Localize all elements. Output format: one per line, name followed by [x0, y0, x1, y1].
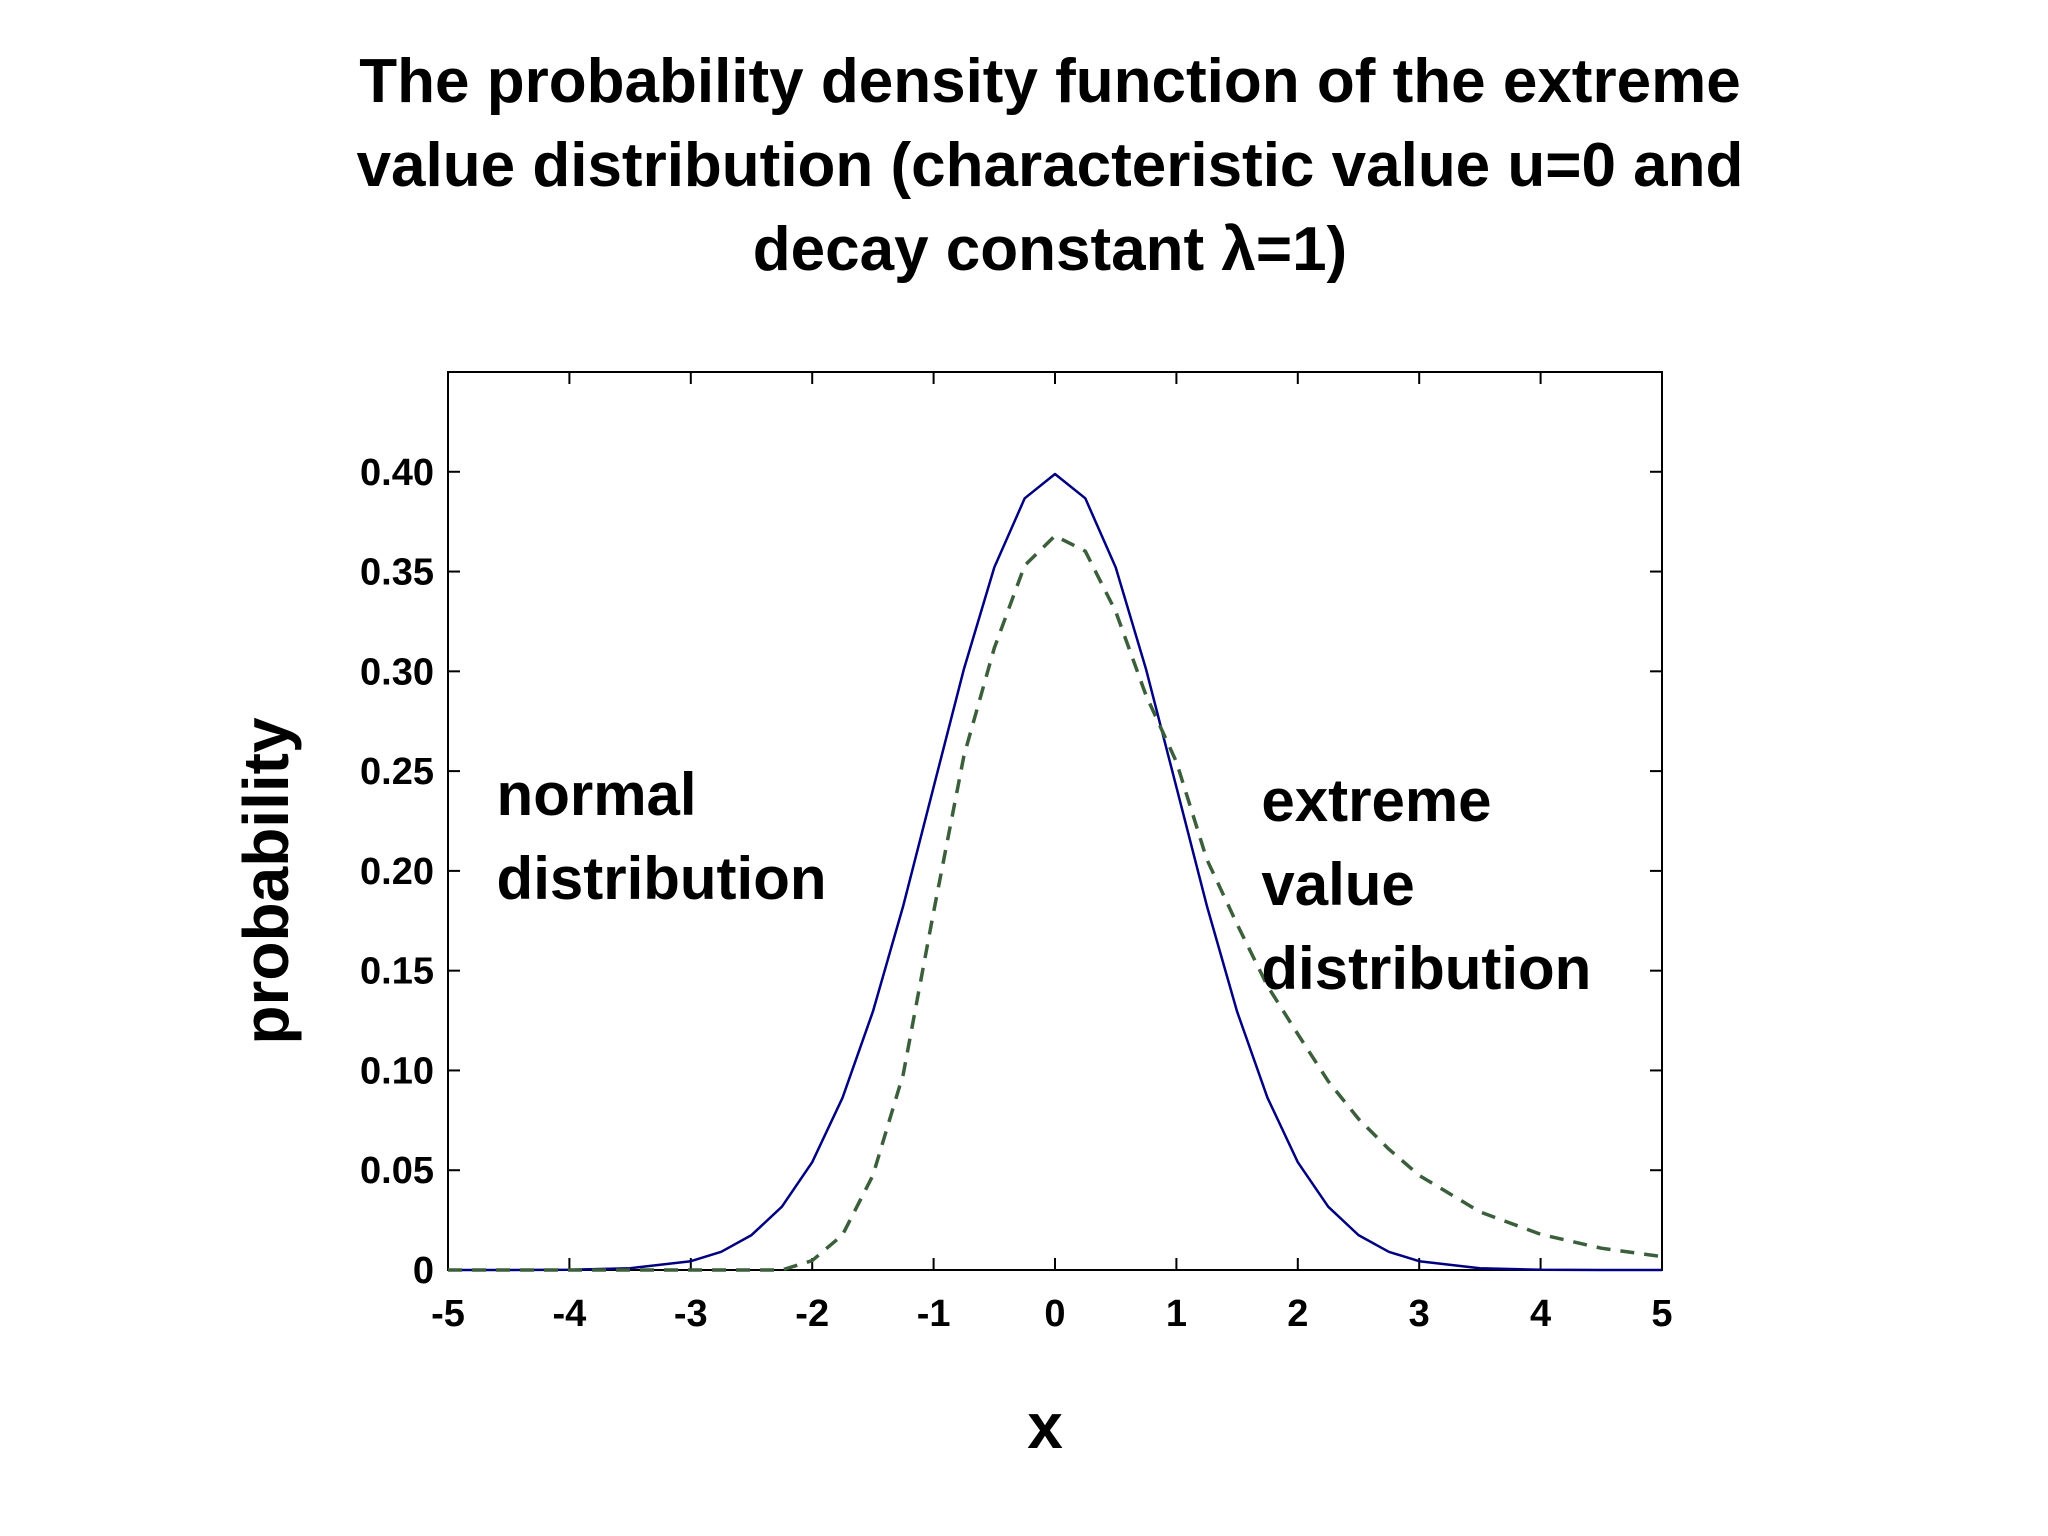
- x-tick-label: -2: [795, 1293, 829, 1335]
- x-tick-label: 4: [1530, 1293, 1551, 1335]
- x-tick-label: 2: [1287, 1293, 1308, 1335]
- x-tick-label: 5: [1651, 1293, 1672, 1335]
- x-tick-label: 3: [1409, 1293, 1430, 1335]
- y-tick-label: 0.10: [360, 1050, 434, 1092]
- y-tick-label: 0.40: [360, 452, 434, 494]
- y-tick-label: 0.35: [360, 552, 434, 594]
- series-line-normal: [448, 472, 1662, 1272]
- y-axis-ticks: 0 0.05 0.10 0.15 0.20 0.25 0.30 0.35 0.40: [360, 452, 1662, 1292]
- chart-title: The probability density function of the …: [200, 40, 1900, 292]
- annotation-text: value: [1261, 851, 1414, 918]
- x-tick-label: -4: [553, 1293, 587, 1335]
- annotation-layer: normal distribution extreme value distributi…: [497, 761, 1592, 1002]
- y-tick-label: 0.15: [360, 951, 434, 993]
- x-tick-label: -1: [917, 1293, 951, 1335]
- annotation-text: normal: [497, 761, 697, 828]
- y-axis-label: probability: [230, 717, 302, 1045]
- series-layer: [448, 472, 1663, 1272]
- chart-title-line-3: decay constant λ=1): [752, 215, 1348, 284]
- y-tick-label: 0.30: [360, 651, 434, 693]
- x-tick-label: 1: [1166, 1293, 1187, 1335]
- x-tick-label: -3: [674, 1293, 708, 1335]
- x-tick-label: -5: [431, 1293, 465, 1335]
- annotation-text: extreme: [1261, 767, 1491, 834]
- annotation-text: distribution: [1261, 935, 1591, 1002]
- x-axis-ticks: -5 -4 -3 -2 -1 0 1 2 3 4 5: [431, 372, 1673, 1335]
- x-axis-label: x: [1027, 1390, 1063, 1462]
- chart-title-line-1: The probability density function of the …: [359, 47, 1741, 116]
- y-tick-label: 0: [413, 1250, 434, 1292]
- y-tick-label: 0.20: [360, 851, 434, 893]
- annotation-text: distribution: [497, 845, 827, 912]
- y-tick-label: 0.25: [360, 751, 434, 793]
- y-tick-label: 0.05: [360, 1150, 434, 1192]
- chart-title-line-2: value distribution (characteristic value…: [356, 131, 1744, 200]
- x-tick-label: 0: [1044, 1293, 1065, 1335]
- series-line-extreme-value: [448, 534, 1663, 1272]
